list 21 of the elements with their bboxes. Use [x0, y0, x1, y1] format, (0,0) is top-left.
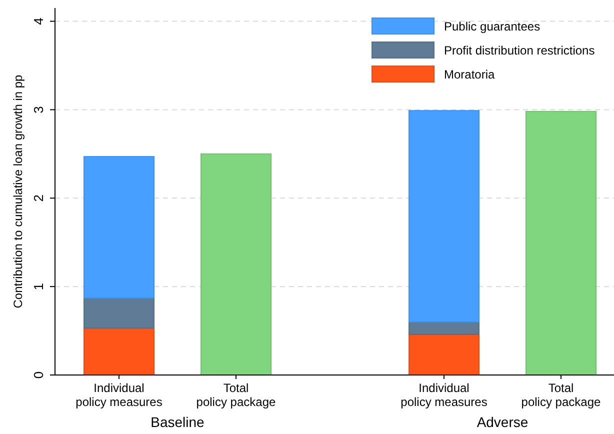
bar [408, 110, 480, 322]
legend: Public guarantees Profit distribution restrictions Moratoria [372, 18, 595, 82]
y-tick-label: 2 [31, 194, 46, 202]
bar [200, 153, 272, 376]
bar [526, 110, 596, 376]
bar [84, 328, 154, 376]
y-tick-label: 4 [31, 18, 46, 25]
y-tick-label: 0 [31, 371, 46, 379]
x-tick-label: Total policy package [196, 381, 276, 409]
bar [84, 298, 154, 329]
bar [84, 156, 154, 299]
x-tick-label: Total policy package [521, 381, 602, 409]
bar [408, 334, 480, 376]
x-tick-label: Individual policy measures [400, 381, 488, 409]
bar [408, 321, 480, 335]
x-tick-label: Individual policy measures [76, 381, 162, 409]
y-axis-title: Contribution to cumulative loan growth in pp [11, 74, 25, 308]
y-tick-label: 3 [31, 106, 46, 114]
text: Adverse [476, 414, 528, 430]
y-tick-label: 1 [31, 282, 46, 290]
text: Baseline [150, 414, 205, 430]
